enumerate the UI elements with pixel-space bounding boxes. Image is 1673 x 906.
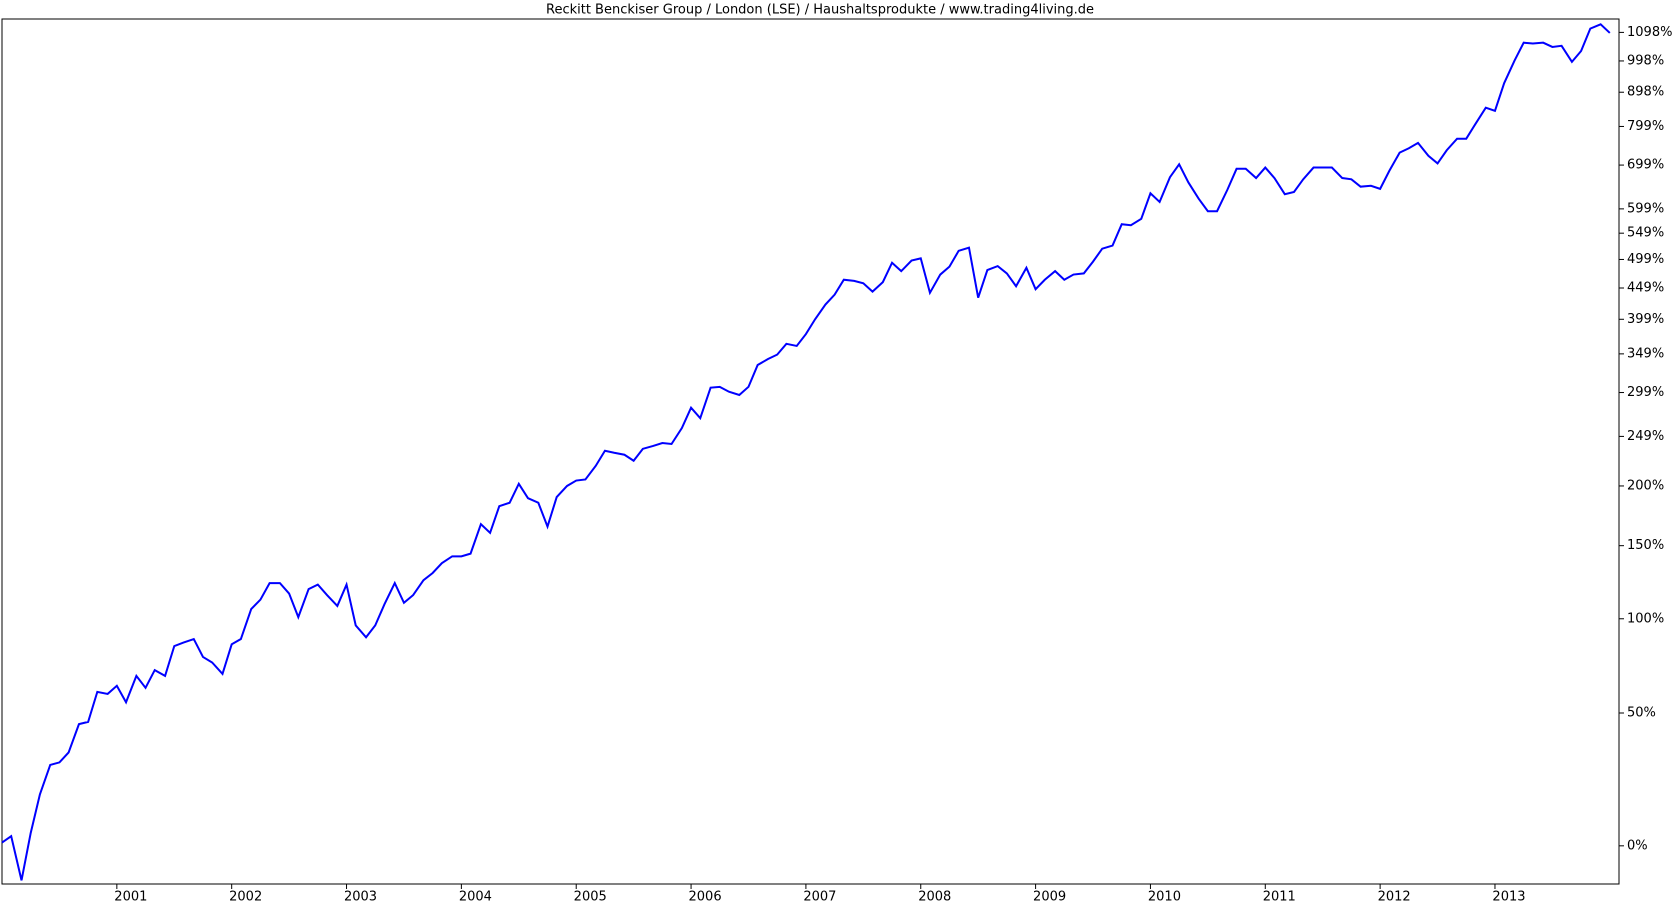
x-tick-label: 2013 xyxy=(1492,890,1525,905)
y-tick-label: 799% xyxy=(1627,119,1664,134)
y-tick-label: 699% xyxy=(1627,158,1664,173)
x-tick-label: 2005 xyxy=(574,890,607,905)
chart-title: Reckitt Benckiser Group / London (LSE) /… xyxy=(546,3,1094,18)
y-tick-label: 549% xyxy=(1627,226,1664,241)
y-tick-label: 50% xyxy=(1627,706,1656,721)
y-tick-label: 399% xyxy=(1627,312,1664,327)
x-tick-label: 2011 xyxy=(1263,890,1296,905)
y-tick-label: 349% xyxy=(1627,346,1664,361)
x-tick-label: 2002 xyxy=(229,890,262,905)
y-tick-label: 499% xyxy=(1627,252,1664,267)
y-tick-label: 299% xyxy=(1627,385,1664,400)
y-tick-label: 249% xyxy=(1627,429,1664,444)
line-series xyxy=(1,23,1611,881)
x-tick-label: 2003 xyxy=(344,890,377,905)
y-tick-label: 998% xyxy=(1627,53,1664,68)
x-tick-label: 2009 xyxy=(1033,890,1066,905)
y-tick-label: 150% xyxy=(1627,538,1664,553)
y-tick-label: 0% xyxy=(1627,838,1648,853)
x-tick-label: 2001 xyxy=(114,890,147,905)
y-tick-label: 898% xyxy=(1627,85,1664,100)
x-tick-label: 2006 xyxy=(689,890,722,905)
x-tick-label: 2012 xyxy=(1378,890,1411,905)
y-tick-label: 100% xyxy=(1627,611,1664,626)
y-tick-label: 1098% xyxy=(1627,25,1672,40)
y-tick-label: 599% xyxy=(1627,201,1664,216)
x-tick-label: 2008 xyxy=(918,890,951,905)
y-tick-label: 200% xyxy=(1627,478,1664,493)
x-tick-label: 2007 xyxy=(803,890,836,905)
x-tick-label: 2004 xyxy=(459,890,492,905)
y-tick-label: 449% xyxy=(1627,280,1664,295)
plot-frame xyxy=(1,18,1620,885)
x-tick-label: 2010 xyxy=(1148,890,1181,905)
